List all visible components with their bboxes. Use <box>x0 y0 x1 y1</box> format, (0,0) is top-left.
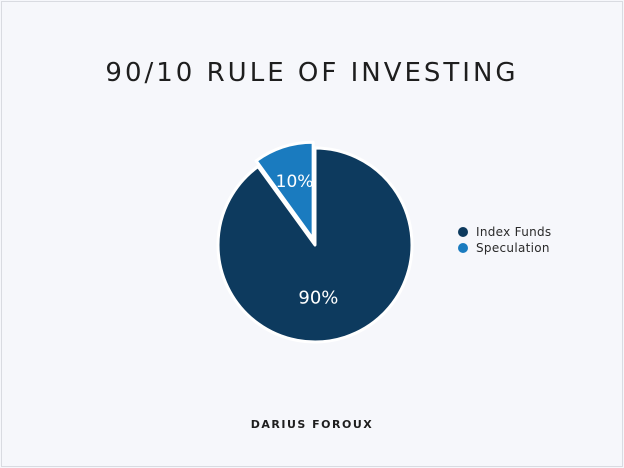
legend-label-speculation: Speculation <box>476 241 550 255</box>
legend-item-index-funds: Index Funds <box>458 224 551 240</box>
chart-title: 90/10 RULE OF INVESTING <box>105 58 519 88</box>
chart-legend: Index Funds Speculation <box>458 224 551 256</box>
author-credit: DARIUS FOROUX <box>250 418 374 431</box>
legend-swatch-speculation <box>458 243 468 253</box>
legend-swatch-index-funds <box>458 227 468 237</box>
pie-label-index-funds: 90% <box>298 288 338 309</box>
pie-chart: 90% 10% <box>216 140 414 344</box>
pie-slice-index-funds <box>216 146 414 344</box>
legend-label-index-funds: Index Funds <box>476 225 552 239</box>
pie-label-speculation: 10% <box>276 172 314 192</box>
legend-item-speculation: Speculation <box>458 240 551 256</box>
pie-slice-speculation <box>254 140 315 241</box>
